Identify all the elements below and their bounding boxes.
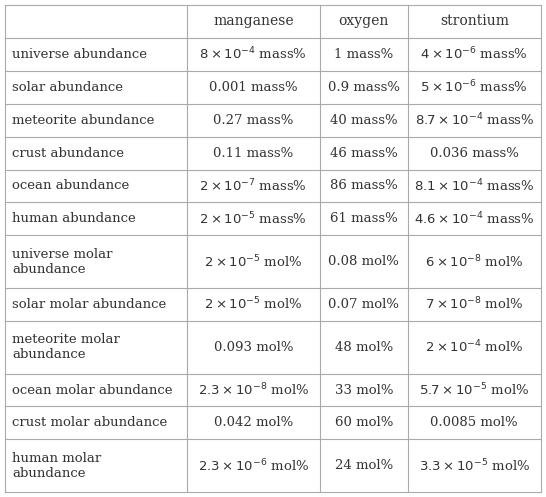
Text: 33 mol%: 33 mol% [335,384,393,397]
Text: human abundance: human abundance [12,212,135,225]
Text: $7\times10^{-8}$ mol%: $7\times10^{-8}$ mol% [425,296,524,313]
Text: $2\times10^{-7}$ mass%: $2\times10^{-7}$ mass% [199,177,307,194]
Text: $2.3\times10^{-8}$ mol%: $2.3\times10^{-8}$ mol% [198,382,309,398]
Text: 86 mass%: 86 mass% [330,179,397,192]
Text: 0.001 mass%: 0.001 mass% [209,81,298,94]
Text: 0.27 mass%: 0.27 mass% [213,114,294,127]
Text: meteorite molar
abundance: meteorite molar abundance [12,333,120,361]
Text: 0.036 mass%: 0.036 mass% [430,147,519,160]
Text: solar abundance: solar abundance [12,81,123,94]
Text: solar molar abundance: solar molar abundance [12,298,166,311]
Text: 61 mass%: 61 mass% [330,212,397,225]
Text: crust abundance: crust abundance [12,147,124,160]
Text: universe abundance: universe abundance [12,48,147,61]
Text: meteorite abundance: meteorite abundance [12,114,155,127]
Text: $8\times10^{-4}$ mass%: $8\times10^{-4}$ mass% [199,46,307,63]
Text: crust molar abundance: crust molar abundance [12,416,167,429]
Text: 1 mass%: 1 mass% [334,48,394,61]
Text: 60 mol%: 60 mol% [335,416,393,429]
Text: $2\times10^{-5}$ mol%: $2\times10^{-5}$ mol% [204,253,302,270]
Text: 0.08 mol%: 0.08 mol% [328,255,399,268]
Text: $5.7\times10^{-5}$ mol%: $5.7\times10^{-5}$ mol% [419,382,530,398]
Text: ocean molar abundance: ocean molar abundance [12,384,173,397]
Text: $2\times10^{-5}$ mass%: $2\times10^{-5}$ mass% [199,211,307,227]
Text: 24 mol%: 24 mol% [335,459,393,472]
Text: $2.3\times10^{-6}$ mol%: $2.3\times10^{-6}$ mol% [198,457,309,474]
Text: universe molar
abundance: universe molar abundance [12,248,112,276]
Text: $4\times10^{-6}$ mass%: $4\times10^{-6}$ mass% [420,46,528,63]
Text: $8.7\times10^{-4}$ mass%: $8.7\times10^{-4}$ mass% [414,112,534,128]
Text: 0.9 mass%: 0.9 mass% [328,81,400,94]
Text: oxygen: oxygen [339,14,389,28]
Text: 48 mol%: 48 mol% [335,341,393,354]
Text: 0.042 mol%: 0.042 mol% [213,416,293,429]
Text: 0.093 mol%: 0.093 mol% [213,341,293,354]
Text: human molar
abundance: human molar abundance [12,452,101,480]
Text: strontium: strontium [440,14,509,28]
Text: $2\times10^{-5}$ mol%: $2\times10^{-5}$ mol% [204,296,302,313]
Text: ocean abundance: ocean abundance [12,179,129,192]
Text: 46 mass%: 46 mass% [330,147,397,160]
Text: $2\times10^{-4}$ mol%: $2\times10^{-4}$ mol% [425,339,524,355]
Text: manganese: manganese [213,14,294,28]
Text: 40 mass%: 40 mass% [330,114,397,127]
Text: $3.3\times10^{-5}$ mol%: $3.3\times10^{-5}$ mol% [419,457,530,474]
Text: $8.1\times10^{-4}$ mass%: $8.1\times10^{-4}$ mass% [414,177,535,194]
Text: 0.07 mol%: 0.07 mol% [328,298,399,311]
Text: $6\times10^{-8}$ mol%: $6\times10^{-8}$ mol% [425,253,524,270]
Text: 0.0085 mol%: 0.0085 mol% [430,416,518,429]
Text: $4.6\times10^{-4}$ mass%: $4.6\times10^{-4}$ mass% [414,211,535,227]
Text: $5\times10^{-6}$ mass%: $5\times10^{-6}$ mass% [420,79,528,95]
Text: 0.11 mass%: 0.11 mass% [213,147,294,160]
